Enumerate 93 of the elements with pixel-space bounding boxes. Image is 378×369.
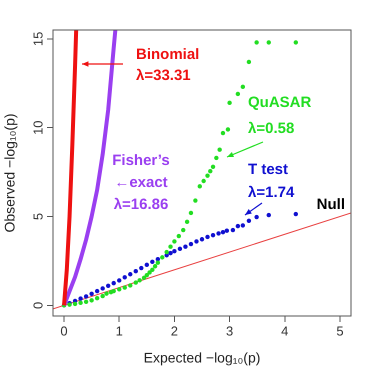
point: [134, 269, 138, 274]
point: [220, 230, 226, 234]
point: [188, 210, 194, 216]
x-tick-label: 3: [226, 323, 234, 338]
point: [217, 148, 222, 152]
point: [184, 220, 190, 224]
point: [236, 224, 240, 228]
point: [172, 248, 177, 254]
point: [178, 246, 182, 252]
point: [266, 40, 271, 45]
point: [193, 198, 198, 203]
point: [89, 298, 94, 303]
y-tick-label: 5: [30, 212, 46, 220]
point: [168, 250, 173, 256]
x-tick-label: 2: [170, 323, 178, 338]
series-label: Null: [316, 196, 345, 214]
point: [137, 278, 142, 282]
annotation: Binomial λ=33.31: [136, 46, 200, 84]
point: [84, 300, 88, 304]
point: [176, 234, 182, 238]
point: [112, 288, 116, 294]
point: [198, 184, 202, 189]
point: [254, 214, 259, 220]
point: [168, 244, 173, 249]
point: [156, 260, 160, 265]
point: [94, 296, 100, 300]
point: [164, 250, 169, 254]
point: [214, 156, 219, 160]
y-tick-label: 10: [30, 120, 46, 135]
point: [150, 268, 155, 272]
point: [254, 40, 259, 45]
point: [266, 212, 271, 218]
point: [230, 228, 236, 232]
point: [210, 164, 216, 169]
point: [104, 291, 109, 296]
point: [117, 287, 122, 292]
point: [181, 228, 186, 232]
annotation: T test λ=1.74: [248, 161, 295, 202]
point: [246, 60, 252, 64]
point: [152, 264, 158, 268]
point: [78, 296, 83, 301]
point: [205, 234, 210, 240]
point: [160, 255, 164, 260]
point: [205, 173, 210, 178]
point: [188, 242, 194, 246]
point: [220, 130, 226, 136]
annotation: QuASAR λ=0.58: [248, 94, 312, 138]
x-tick-label: 5: [336, 323, 344, 338]
annotation: Fisher’s ←exact λ=16.86: [112, 152, 170, 214]
x-tick-label: 0: [60, 323, 68, 338]
point: [134, 280, 138, 285]
point: [208, 169, 212, 174]
point: [294, 212, 298, 216]
x-axis-title: Expected −log₁₀(p): [144, 349, 260, 366]
y-axis-title: Observed −log₁₀(p): [1, 113, 18, 233]
point: [78, 300, 83, 306]
point: [142, 276, 146, 280]
point: [89, 292, 94, 296]
point: [128, 283, 132, 288]
point: [122, 285, 127, 290]
point: [294, 40, 298, 45]
point: [216, 231, 221, 236]
point: [227, 100, 232, 106]
point: [112, 280, 116, 286]
point: [117, 278, 122, 283]
point: [100, 294, 105, 298]
point: [122, 275, 127, 280]
y-tick-label: 0: [30, 302, 46, 309]
point: [246, 218, 252, 223]
point: [72, 302, 78, 306]
point: [240, 84, 246, 90]
x-tick-label: 4: [281, 323, 288, 338]
point: [84, 294, 88, 299]
point: [106, 284, 110, 288]
point: [139, 266, 144, 270]
point: [210, 232, 216, 238]
point: [194, 239, 199, 244]
point: [201, 178, 206, 184]
x-tick-label: 1: [116, 323, 123, 338]
point: [144, 262, 150, 268]
point: [94, 288, 100, 294]
point: [240, 223, 246, 228]
point: [226, 127, 230, 132]
point: [150, 260, 155, 264]
point: [144, 272, 150, 278]
point: [172, 239, 177, 244]
point: [100, 286, 105, 291]
point: [183, 244, 188, 249]
y-tick-label: 15: [30, 32, 46, 46]
point: [128, 272, 132, 276]
point: [200, 237, 204, 242]
point: [236, 92, 240, 96]
point: [224, 228, 230, 233]
